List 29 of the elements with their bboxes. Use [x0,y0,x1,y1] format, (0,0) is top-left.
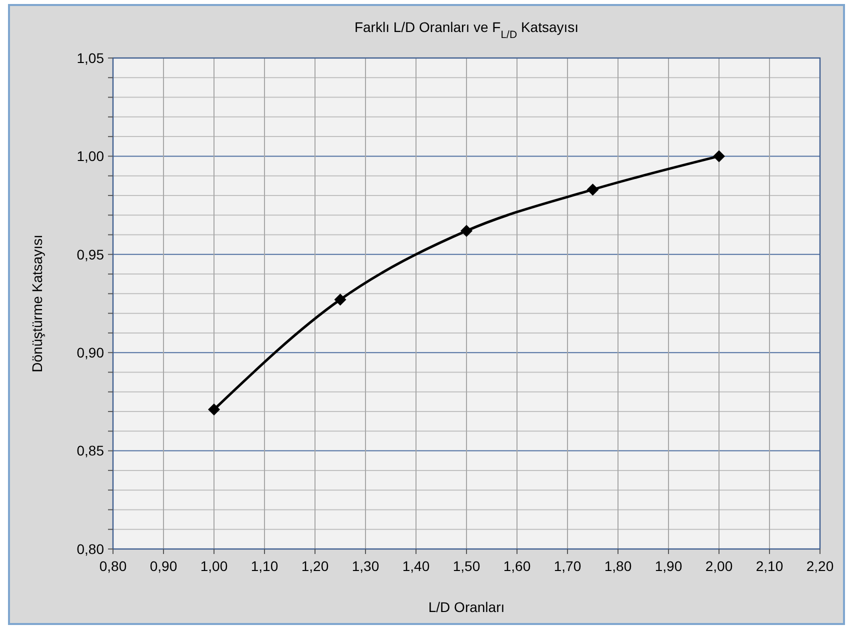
x-tick-label: 1,80 [604,558,632,574]
point [208,404,220,416]
y-tick-label: 1,05 [76,50,104,66]
x-axis-title: L/D Oranları [428,599,505,615]
x-tick-label: 1,00 [200,558,228,574]
x-tick-label: 1,90 [654,558,682,574]
y-tick-label: 0,80 [76,540,104,557]
x-tick-label: 1,40 [402,558,430,574]
x-tick-label: 1,10 [250,558,278,574]
point [460,224,472,237]
point [334,294,346,306]
x-tick-label: 1,20 [301,558,329,574]
y-tick-label: 0,95 [76,246,104,262]
x-tick-label: 1,60 [503,558,531,574]
x-tick-label: 0,90 [150,558,178,574]
x-tick-label: 0,80 [99,558,127,574]
x-tick-label: 2,20 [806,558,834,574]
x-tick-label: 1,70 [554,558,582,574]
point [586,184,599,196]
chart-title: Farklı L/D Oranları ve F$_{L/D}$ Katsayısı [354,19,579,41]
x-tick-label: 1,50 [452,558,480,574]
y-tick-label: 1,00 [76,148,104,164]
x-tick-label: 2,10 [756,558,784,574]
y-axis-title: Dönüştürme Katsayısı [29,234,45,372]
y-tick-label: 0,90 [76,344,104,360]
point [713,150,725,162]
x-tick-label: 1,30 [352,558,380,574]
y-tick-label: 0,85 [76,442,104,459]
x-tick-label: 2,00 [705,558,733,574]
